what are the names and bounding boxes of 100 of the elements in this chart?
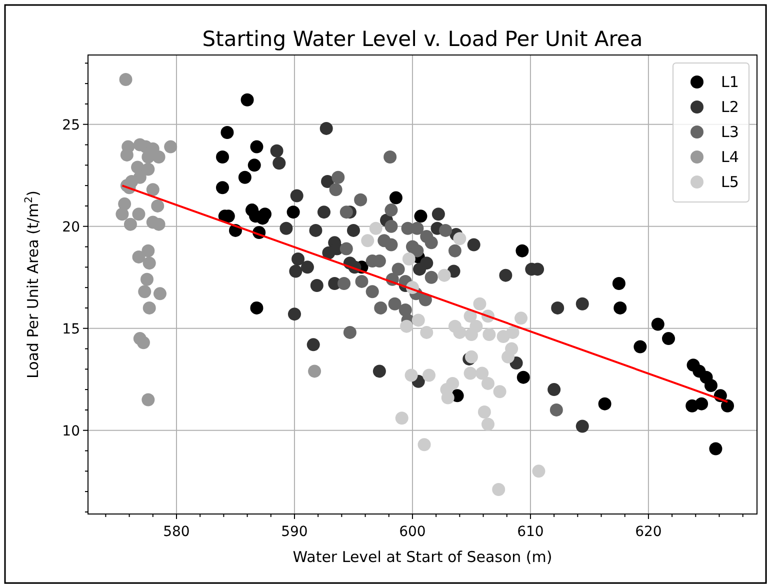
point [346,224,360,237]
point [142,162,155,176]
point [250,301,264,314]
x-tick-label: 610 [517,524,544,540]
point [410,244,424,258]
y-tick-label: 20 [62,219,80,236]
point [152,218,166,231]
point [662,332,676,346]
point [420,256,434,270]
point [481,376,494,390]
point [514,312,528,325]
point [142,244,155,258]
point [516,370,530,384]
point [138,285,152,298]
point [453,326,466,339]
point [389,191,402,204]
y-tick-label: 10 [62,423,80,440]
point [492,483,506,496]
point [548,383,561,396]
point [286,206,300,219]
point [392,262,405,276]
point [310,279,324,292]
point [414,210,428,223]
point [550,403,563,416]
point [329,183,342,196]
point [476,366,489,380]
point [551,301,564,314]
point [576,297,589,310]
point [116,208,129,221]
point [395,412,408,425]
point [136,336,150,350]
point [598,397,612,410]
point [470,320,483,333]
point [248,158,261,172]
point [482,328,496,341]
point [322,246,336,260]
point [309,224,322,237]
point [355,274,368,288]
point [220,126,234,140]
point [502,350,515,364]
point [240,93,254,106]
point [132,250,146,264]
point [372,364,386,378]
point [119,72,132,86]
point [378,234,391,248]
point [412,314,425,327]
y-tick-label: 25 [62,117,80,134]
point [424,270,438,284]
point [272,156,286,170]
point [216,150,230,164]
point [354,193,368,206]
point [506,326,520,339]
point [151,199,164,212]
point [695,397,708,410]
y-tick-label: 15 [62,321,80,338]
point [369,222,382,235]
point [361,234,374,248]
point [420,326,434,339]
point [384,150,397,164]
point [422,368,436,382]
point [464,366,477,380]
point [142,301,156,314]
legend-label: L2 [721,98,739,116]
point [132,208,146,221]
point [576,420,589,433]
point [418,438,431,452]
point [612,276,626,290]
point [651,318,664,331]
point [516,244,529,258]
point [374,301,388,314]
point [124,218,137,231]
point [140,272,154,286]
point [709,442,722,456]
point [388,297,402,310]
point [317,206,330,219]
point [142,393,155,406]
point [453,232,466,246]
point [120,148,134,162]
point [216,181,230,194]
point [153,287,166,300]
point [441,391,454,404]
x-tick-label: 580 [163,524,190,540]
point [340,242,353,256]
point [338,276,351,290]
legend-label: L1 [721,73,739,91]
legend-label: L5 [721,173,739,191]
point [438,268,451,282]
point [306,338,320,352]
point [343,326,356,339]
point [481,418,494,431]
point [280,222,293,235]
point [250,140,264,154]
point [320,122,333,135]
point [238,170,252,184]
point [467,238,480,252]
point [473,297,486,310]
point [288,308,301,321]
point [424,236,438,250]
point [721,399,734,412]
point [308,364,322,378]
